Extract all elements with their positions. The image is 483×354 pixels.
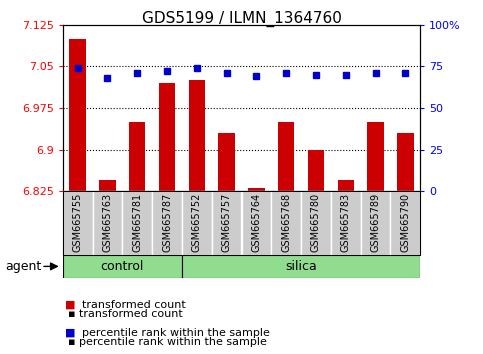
Bar	[361, 191, 390, 255]
Text: transformed count: transformed count	[82, 300, 186, 310]
Bar	[189, 80, 205, 191]
Text: ■: ■	[65, 300, 76, 310]
Bar	[248, 188, 265, 191]
Text: GSM665763: GSM665763	[102, 193, 113, 252]
Bar	[182, 191, 212, 255]
Bar	[212, 191, 242, 255]
Bar	[99, 180, 115, 191]
Text: GSM665764: GSM665764	[251, 193, 261, 252]
Bar	[308, 149, 324, 191]
Bar	[93, 191, 122, 255]
Text: percentile rank within the sample: percentile rank within the sample	[82, 328, 270, 338]
Bar	[338, 180, 354, 191]
Bar	[63, 191, 93, 255]
Text: agent: agent	[5, 260, 41, 273]
Text: ■: ■	[65, 328, 76, 338]
Bar	[278, 122, 294, 191]
Bar	[129, 122, 145, 191]
Bar	[63, 255, 182, 278]
Bar	[122, 191, 152, 255]
Text: GSM665755: GSM665755	[72, 193, 83, 252]
Text: GSM665752: GSM665752	[192, 193, 202, 252]
Bar	[368, 122, 384, 191]
Text: GSM665768: GSM665768	[281, 193, 291, 252]
Bar	[218, 133, 235, 191]
Text: ▪ transformed count: ▪ transformed count	[68, 309, 183, 319]
Bar	[70, 39, 86, 191]
Text: GSM665783: GSM665783	[341, 193, 351, 252]
Text: control: control	[100, 260, 144, 273]
Bar	[152, 191, 182, 255]
Bar	[301, 191, 331, 255]
Text: GSM665789: GSM665789	[370, 193, 381, 252]
Bar	[397, 133, 413, 191]
Bar	[159, 83, 175, 191]
Text: GSM665780: GSM665780	[311, 193, 321, 252]
Text: GSM665781: GSM665781	[132, 193, 142, 252]
Bar	[390, 191, 420, 255]
Bar	[271, 191, 301, 255]
Bar	[182, 255, 420, 278]
Text: GDS5199 / ILMN_1364760: GDS5199 / ILMN_1364760	[142, 11, 341, 27]
Text: GSM665787: GSM665787	[162, 193, 172, 252]
Bar	[331, 191, 361, 255]
Text: GSM665790: GSM665790	[400, 193, 411, 252]
Text: GSM665757: GSM665757	[222, 193, 232, 252]
Text: silica: silica	[285, 260, 317, 273]
Bar	[242, 191, 271, 255]
Text: ▪ percentile rank within the sample: ▪ percentile rank within the sample	[68, 337, 267, 347]
